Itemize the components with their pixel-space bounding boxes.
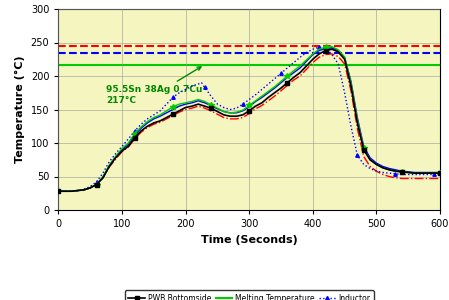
Y-axis label: Temperature (°C): Temperature (°C) [15,56,25,163]
Text: 95.5Sn 38Ag 0.7Cu
217°C: 95.5Sn 38Ag 0.7Cu 217°C [106,67,202,105]
Legend: PWB Bottomside, Tantalum Cap, Transformer, Melting Temperature, 235 DegC Limit, : PWB Bottomside, Tantalum Cap, Transforme… [125,290,374,300]
X-axis label: Time (Seconds): Time (Seconds) [201,235,298,244]
